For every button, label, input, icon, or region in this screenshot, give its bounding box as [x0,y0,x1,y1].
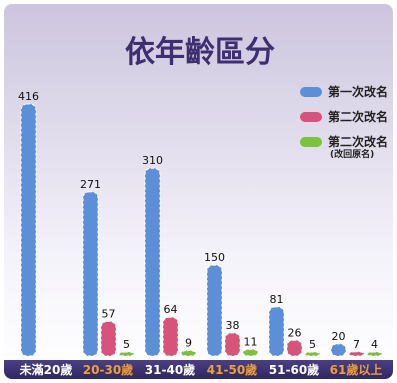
bar-3-6 [366,351,383,357]
data-label-1-4: 150 [204,251,225,264]
legend-label-2: 第二次改名 [328,109,388,124]
category-bar-background [4,360,393,379]
bar-1-4 [206,264,223,357]
bars-group: 416 271 310 150 81 20 57 64 38 26 7 5 9 11 5 4 [18,90,383,357]
bar-3-4 [242,348,259,357]
bar-1-6 [330,343,347,357]
data-label-2-4: 38 [226,319,240,332]
data-label-2-3: 64 [164,303,178,316]
legend-label-3: 第二次改名 [328,134,388,149]
data-label-1-6: 20 [332,330,346,343]
legend-swatch-3 [300,137,322,147]
data-label-1-1: 416 [18,90,39,103]
data-label-3-6: 4 [371,338,378,351]
data-label-3-5: 5 [309,338,316,351]
legend-label-1: 第一次改名 [328,84,388,99]
data-label-3-2: 5 [123,338,130,351]
category-label-1: 未滿20歲 [19,362,73,377]
category-label-3: 31-40歲 [145,362,195,377]
legend-swatch-1 [300,87,322,97]
data-label-3-4: 11 [244,335,258,348]
category-label-6: 61歲以上 [330,362,383,377]
category-label-4: 41-50歲 [207,362,257,377]
data-label-1-5: 81 [270,293,284,306]
bar-1-3 [144,167,161,357]
chart-card: 依年齡區分 第一次改名 第二次改名 第二次改名 (改回原名) 416 271 310 150… [4,4,393,379]
legend-swatch-2 [300,112,322,122]
data-label-1-3: 310 [142,154,163,167]
legend-sublabel-3: (改回原名) [330,148,374,160]
bar-2-5 [286,339,303,357]
data-label-1-2: 271 [80,178,101,191]
bar-1-5 [268,306,285,357]
bar-3-2 [118,351,135,357]
category-label-2: 20-30歲 [83,362,133,377]
bar-2-2 [100,320,117,357]
bar-1-1 [20,103,37,357]
chart-title: 依年齡區分 [125,35,275,70]
bar-1-2 [82,191,99,357]
bar-2-4 [224,332,241,357]
data-label-3-3: 9 [185,337,192,350]
data-label-2-2: 57 [102,307,116,320]
bar-2-6 [348,351,365,357]
data-label-2-6: 7 [353,338,360,351]
bar-3-5 [304,351,321,357]
category-label-5: 51-60歲 [269,362,319,377]
bar-2-3 [162,316,179,357]
bar-3-3 [180,350,197,357]
category-labels: 未滿20歲 20-30歲 31-40歲 41-50歲 51-60歲 61歲以上 [19,362,383,377]
data-label-2-5: 26 [288,326,302,339]
